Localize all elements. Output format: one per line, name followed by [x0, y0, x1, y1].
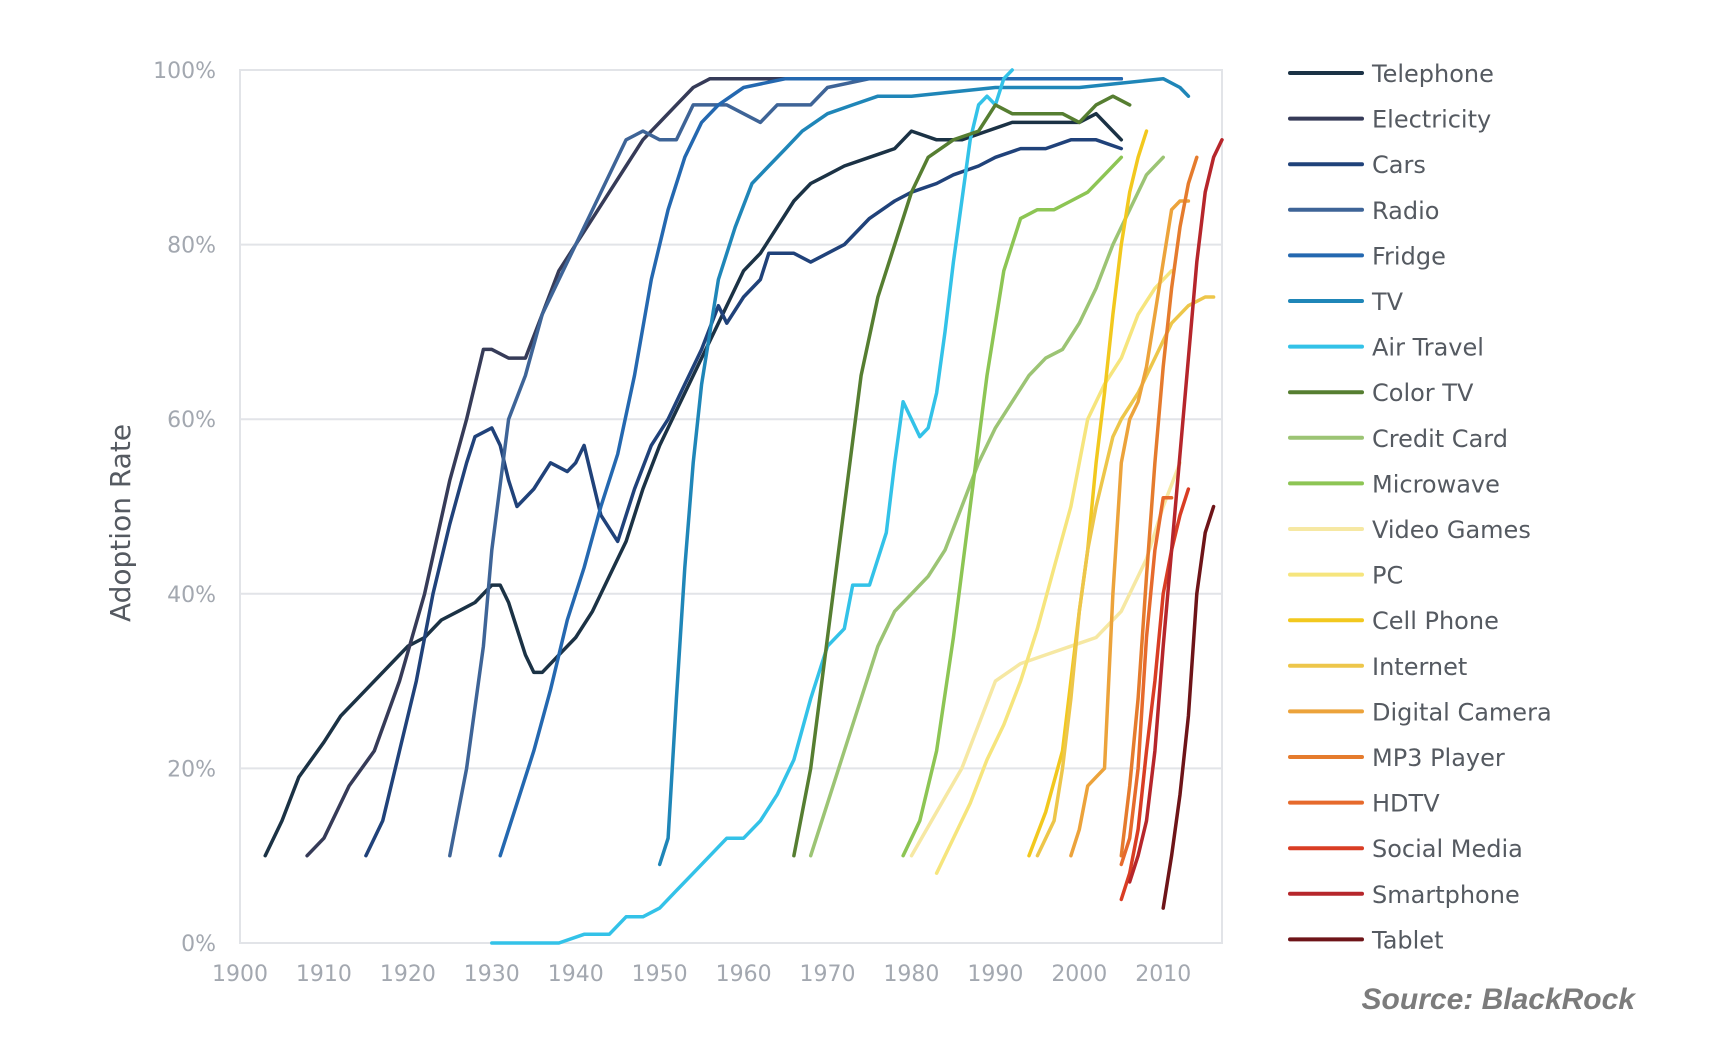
legend-label-tablet: Tablet — [1371, 926, 1443, 954]
legend-label-air-travel: Air Travel — [1372, 334, 1484, 362]
series-line-radio — [448, 76, 1124, 858]
legend-label-cars: Cars — [1372, 151, 1426, 179]
series-line-fridge — [498, 76, 1124, 858]
series-line-tablet — [1161, 504, 1216, 910]
plot-frame — [239, 69, 1223, 944]
legend-label-fridge: Fridge — [1372, 242, 1446, 270]
x-tick-label: 1920 — [380, 962, 436, 987]
x-tick-label: 1970 — [800, 962, 856, 987]
y-tick-label: 60% — [167, 408, 216, 433]
source-label: Source: BlackRock — [1361, 983, 1635, 1016]
x-tick-label: 1910 — [296, 962, 352, 987]
series-line-digital-camera — [1069, 199, 1191, 858]
legend-label-internet: Internet — [1372, 653, 1467, 681]
series-line-tv — [657, 76, 1191, 867]
legend-label-tv: TV — [1371, 288, 1404, 316]
legend-label-hdtv: HDTV — [1372, 790, 1440, 818]
series-line-hdtv — [1119, 496, 1174, 867]
legend-label-color-tv: Color TV — [1372, 379, 1474, 407]
series-line-telephone — [263, 111, 1124, 858]
y-tick-label: 0% — [181, 932, 216, 957]
legend-label-radio: Radio — [1372, 197, 1439, 225]
series-line-smartphone — [1127, 138, 1224, 884]
legend-label-electricity: Electricity — [1372, 106, 1491, 134]
legend-label-mp3-player: MP3 Player — [1372, 744, 1505, 772]
series-line-electricity — [305, 76, 1124, 858]
legend-label-cell-phone: Cell Phone — [1372, 607, 1499, 635]
x-tick-label: 1960 — [716, 962, 772, 987]
legend-label-microwave: Microwave — [1372, 470, 1500, 498]
legend-label-social-media: Social Media — [1372, 835, 1523, 863]
y-tick-label: 40% — [167, 583, 216, 608]
y-tick-label: 100% — [153, 59, 216, 84]
y-tick-label: 80% — [167, 234, 216, 259]
x-tick-label: 1940 — [548, 962, 604, 987]
x-tick-label: 1990 — [967, 962, 1023, 987]
series-line-social-media — [1119, 487, 1191, 902]
x-tick-label: 1900 — [212, 962, 268, 987]
legend-label-digital-camera: Digital Camera — [1372, 698, 1552, 726]
y-axis-ticks: 0% 20% 40% 60% 80% 100% — [153, 59, 216, 957]
series-line-cars — [364, 138, 1124, 858]
x-axis-ticks: 1900 1910 1920 1930 1940 1950 1960 1970 1980 1990… — [212, 962, 1191, 987]
x-tick-label: 1950 — [632, 962, 688, 987]
legend-label-pc: PC — [1372, 562, 1403, 590]
series-lines — [263, 68, 1224, 945]
x-tick-label: 1980 — [883, 962, 939, 987]
series-line-pc — [934, 269, 1174, 875]
legend-label-credit-card: Credit Card — [1372, 425, 1508, 453]
y-axis-title: Adoption Rate — [104, 424, 137, 622]
series-line-internet — [1035, 295, 1216, 858]
x-tick-label: 2010 — [1135, 962, 1191, 987]
series-line-color-tv — [792, 94, 1132, 858]
legend: Telephone Electricity Cars Radio Fridge TV Air… — [1288, 60, 1552, 954]
series-line-mp3-player — [1119, 155, 1199, 858]
legend-label-video-games: Video Games — [1372, 516, 1531, 544]
series-line-cell-phone — [1027, 129, 1149, 858]
x-tick-label: 2000 — [1051, 962, 1107, 987]
series-line-microwave — [901, 155, 1124, 858]
legend-label-telephone: Telephone — [1371, 60, 1494, 88]
series-line-air-travel — [490, 68, 1014, 945]
x-tick-label: 1930 — [464, 962, 520, 987]
legend-label-smartphone: Smartphone — [1372, 881, 1520, 909]
y-tick-label: 20% — [167, 757, 216, 782]
series-line-credit-card — [808, 155, 1165, 858]
